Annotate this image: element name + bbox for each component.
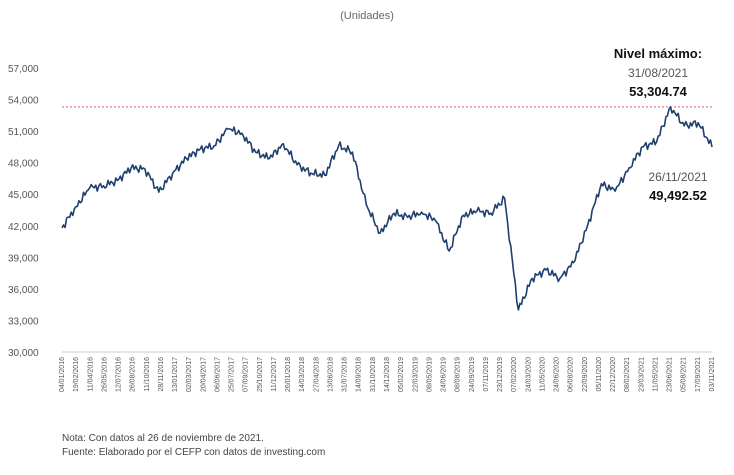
- x-tick-label: 26/08/2016: [130, 357, 137, 392]
- footnote-nota: Nota: Con datos al 26 de noviembre de 20…: [62, 433, 264, 444]
- x-tick-label: 02/03/2017: [186, 357, 193, 392]
- x-tick-label: 08/08/2019: [455, 357, 462, 392]
- x-tick-label: 28/11/2016: [158, 357, 165, 392]
- x-tick-label: 13/06/2018: [327, 357, 334, 392]
- x-tick-label: 12/07/2016: [116, 357, 123, 392]
- x-tick-label: 04/01/2016: [59, 357, 66, 392]
- x-tick-label: 11/05/2020: [539, 357, 546, 392]
- x-tick-label: 07/02/2020: [511, 357, 518, 392]
- y-tick-label: 33,000: [8, 316, 39, 327]
- x-tick-label: 23/03/2021: [638, 357, 645, 392]
- x-tick-label: 23/06/2021: [667, 357, 674, 392]
- x-tick-label: 25/10/2017: [257, 357, 264, 392]
- max-annotation: Nivel máximo: 31/08/2021 53,304.74: [614, 46, 702, 99]
- x-tick-label: 11/12/2017: [271, 357, 278, 392]
- last-annotation-date: 26/11/2021: [648, 170, 707, 184]
- footnote-fuente: Fuente: Elaborado por el CEFP con datos …: [62, 447, 326, 458]
- x-tick-label: 08/02/2021: [624, 357, 631, 392]
- x-tick-label: 26/05/2016: [101, 357, 108, 392]
- x-tick-label: 03/11/2021: [709, 357, 716, 392]
- x-tick-label: 08/05/2019: [426, 357, 433, 392]
- x-tick-label: 05/02/2019: [398, 357, 405, 392]
- y-tick-label: 57,000: [8, 64, 39, 75]
- y-tick-label: 54,000: [8, 96, 39, 107]
- x-tick-label: 20/04/2017: [200, 357, 207, 392]
- x-tick-label: 07/09/2017: [243, 357, 250, 392]
- y-tick-label: 42,000: [8, 222, 39, 233]
- chart-subtitle: (Unidades): [340, 10, 394, 22]
- y-tick-label: 48,000: [8, 159, 39, 170]
- y-tick-label: 51,000: [8, 127, 39, 138]
- x-tick-label: 14/09/2018: [356, 357, 363, 392]
- y-axis: 57,000 54,000 51,000 48,000 45,000 42,000 39,0…: [8, 64, 39, 359]
- x-tick-label: 31/10/2018: [370, 357, 377, 392]
- y-tick-label: 36,000: [8, 285, 39, 296]
- x-tick-label: 26/01/2018: [285, 357, 292, 392]
- y-tick-label: 30,000: [8, 348, 39, 359]
- x-tick-label: 06/06/2017: [214, 357, 221, 392]
- x-tick-label: 11/10/2016: [144, 357, 151, 392]
- x-tick-label: 13/01/2017: [172, 357, 179, 392]
- x-tick-label: 05/11/2020: [596, 357, 603, 392]
- x-tick-label: 14/12/2018: [384, 357, 391, 392]
- x-tick-label: 06/08/2020: [568, 357, 575, 392]
- last-annotation: 26/11/2021 49,492.52: [648, 170, 707, 203]
- x-tick-label: 19/02/2016: [73, 357, 80, 392]
- x-tick-label: 24/06/2020: [554, 357, 561, 392]
- x-tick-label: 27/04/2018: [313, 357, 320, 392]
- series-line: [61, 106, 713, 311]
- x-tick-label: 22/12/2020: [610, 357, 617, 392]
- y-tick-label: 45,000: [8, 190, 39, 201]
- x-tick-label: 23/12/2019: [497, 357, 504, 392]
- x-tick-label: 24/09/2019: [469, 357, 476, 392]
- x-tick-label: 07/11/2019: [483, 357, 490, 392]
- max-annotation-title: Nivel máximo:: [614, 46, 702, 61]
- x-tick-label: 11/05/2021: [652, 357, 659, 392]
- x-tick-label: 14/03/2018: [299, 357, 306, 392]
- x-tick-label: 24/06/2019: [441, 357, 448, 392]
- max-annotation-value: 53,304.74: [629, 84, 688, 99]
- x-tick-label: 17/09/2021: [695, 357, 702, 392]
- x-tick-label: 05/08/2021: [681, 357, 688, 392]
- x-tick-label: 22/03/2019: [412, 357, 419, 392]
- max-annotation-date: 31/08/2021: [628, 66, 688, 80]
- x-tick-label: 22/09/2020: [582, 357, 589, 392]
- x-tick-label: 25/07/2017: [229, 357, 236, 392]
- x-tick-label: 11/04/2016: [87, 357, 94, 392]
- y-tick-label: 39,000: [8, 253, 39, 264]
- footnote: Nota: Con datos al 26 de noviembre de 20…: [62, 432, 325, 460]
- x-tick-label: 31/07/2018: [342, 357, 349, 392]
- x-tick-label: 24/03/2020: [525, 357, 532, 392]
- last-annotation-value: 49,492.52: [649, 188, 707, 203]
- x-axis: 04/01/2016 19/02/2016 11/04/2016 26/05/2016…: [59, 357, 716, 392]
